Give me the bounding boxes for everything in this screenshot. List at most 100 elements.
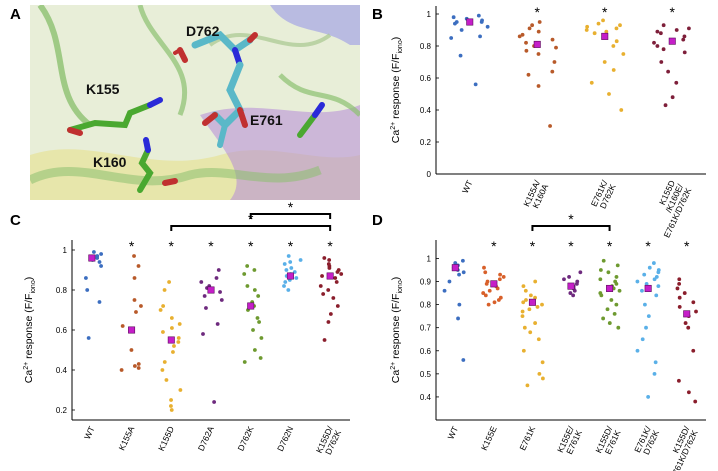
data-point bbox=[286, 288, 291, 292]
data-point bbox=[677, 277, 682, 282]
x-tick-label: K155A/K160A bbox=[521, 178, 550, 212]
data-point bbox=[585, 24, 590, 29]
data-point bbox=[682, 291, 687, 295]
label-k155: K155 bbox=[86, 81, 120, 97]
data-point bbox=[482, 265, 486, 270]
data-point bbox=[521, 300, 526, 305]
data-point bbox=[567, 275, 571, 279]
significance-star: * bbox=[327, 238, 333, 254]
x-tick-label: K155D/E761K bbox=[593, 424, 622, 458]
data-point bbox=[524, 298, 528, 302]
y-tick-label: 0.8 bbox=[56, 286, 68, 295]
data-point bbox=[132, 364, 137, 368]
data-point bbox=[169, 316, 174, 320]
data-point bbox=[536, 52, 541, 56]
data-point bbox=[331, 296, 336, 300]
data-point bbox=[683, 321, 688, 325]
data-point bbox=[252, 348, 257, 352]
data-point bbox=[172, 344, 176, 348]
data-point bbox=[601, 18, 605, 23]
data-point bbox=[457, 302, 462, 307]
data-point bbox=[548, 124, 552, 128]
chart-panel-b: 0 0.2 0.4 0.6 0.8 1 Ca2+ response (F/Fiono) WT K… bbox=[390, 4, 706, 239]
data-point bbox=[635, 348, 640, 353]
data-point bbox=[481, 291, 486, 295]
data-point bbox=[522, 325, 527, 330]
data-point bbox=[525, 383, 530, 388]
significance-bracket bbox=[170, 225, 332, 231]
data-point bbox=[85, 288, 90, 292]
data-point bbox=[99, 252, 104, 256]
mean-marker bbox=[128, 326, 136, 334]
x-tick-label: K155D/D762K bbox=[314, 424, 343, 458]
panel-letter-c: C bbox=[10, 212, 21, 229]
y-tick-label: 0.5 bbox=[420, 370, 432, 379]
data-point bbox=[282, 284, 286, 288]
data-point bbox=[176, 336, 181, 340]
mean-marker bbox=[466, 18, 474, 26]
data-point bbox=[528, 293, 533, 298]
data-point bbox=[656, 284, 661, 289]
data-point bbox=[170, 326, 174, 330]
data-point bbox=[483, 270, 488, 275]
x-tick-label: K155D/E761K/D762K bbox=[660, 424, 700, 471]
data-point bbox=[652, 40, 656, 45]
data-point bbox=[599, 293, 604, 298]
data-point bbox=[476, 13, 481, 18]
data-point bbox=[535, 305, 540, 309]
bracket-star: * bbox=[288, 199, 294, 215]
data-point bbox=[614, 39, 619, 44]
y-axis-label: Ca2+ response (F/Fiono) bbox=[390, 277, 404, 383]
mean-marker bbox=[533, 40, 541, 48]
data-point bbox=[524, 40, 528, 45]
ribbon-green-2 bbox=[137, 5, 188, 116]
data-point bbox=[167, 280, 171, 284]
data-point bbox=[540, 302, 544, 307]
data-point bbox=[614, 275, 619, 279]
bracket-star: * bbox=[568, 211, 574, 227]
data-point bbox=[640, 337, 645, 342]
data-point bbox=[635, 279, 640, 284]
data-point bbox=[550, 69, 555, 74]
y-tick-label: 0.7 bbox=[420, 324, 432, 333]
data-point bbox=[604, 29, 609, 34]
data-point bbox=[97, 260, 102, 264]
data-point bbox=[119, 368, 124, 372]
data-point bbox=[562, 277, 566, 282]
x-tick-label: WT bbox=[445, 425, 460, 441]
data-point bbox=[536, 84, 541, 88]
data-point bbox=[256, 294, 261, 298]
data-point bbox=[614, 281, 619, 286]
data-point bbox=[160, 368, 165, 372]
data-point bbox=[178, 388, 183, 392]
data-point bbox=[162, 360, 167, 364]
data-point bbox=[536, 29, 541, 34]
data-point bbox=[242, 360, 247, 364]
data-point bbox=[592, 31, 597, 36]
data-point bbox=[284, 268, 289, 272]
data-point bbox=[653, 360, 658, 365]
data-point bbox=[457, 272, 461, 277]
data-point bbox=[139, 304, 143, 308]
y-tick-label: 0.4 bbox=[420, 393, 432, 402]
data-point bbox=[326, 320, 331, 324]
data-point bbox=[677, 295, 682, 300]
significance-star: * bbox=[288, 238, 294, 254]
residue-k155-model bbox=[67, 97, 163, 136]
y-tick-label: 0 bbox=[427, 170, 432, 179]
data-point bbox=[95, 256, 100, 260]
y-tick-label: 1 bbox=[427, 254, 432, 263]
data-point bbox=[84, 276, 88, 280]
data-point bbox=[120, 324, 125, 328]
data-point bbox=[204, 306, 208, 310]
data-point bbox=[282, 262, 287, 266]
data-point bbox=[670, 95, 675, 100]
significance-star: * bbox=[670, 4, 676, 20]
chart-panel-d: 0.4 0.5 0.6 0.7 0.8 0.9 1 Ca2+ response (F/Fion… bbox=[390, 211, 706, 471]
y-tick-label: 0.6 bbox=[420, 74, 432, 83]
data-point bbox=[666, 69, 671, 74]
data-point bbox=[661, 47, 666, 52]
data-point bbox=[294, 276, 299, 280]
data-point bbox=[442, 288, 447, 293]
data-point bbox=[327, 258, 332, 262]
